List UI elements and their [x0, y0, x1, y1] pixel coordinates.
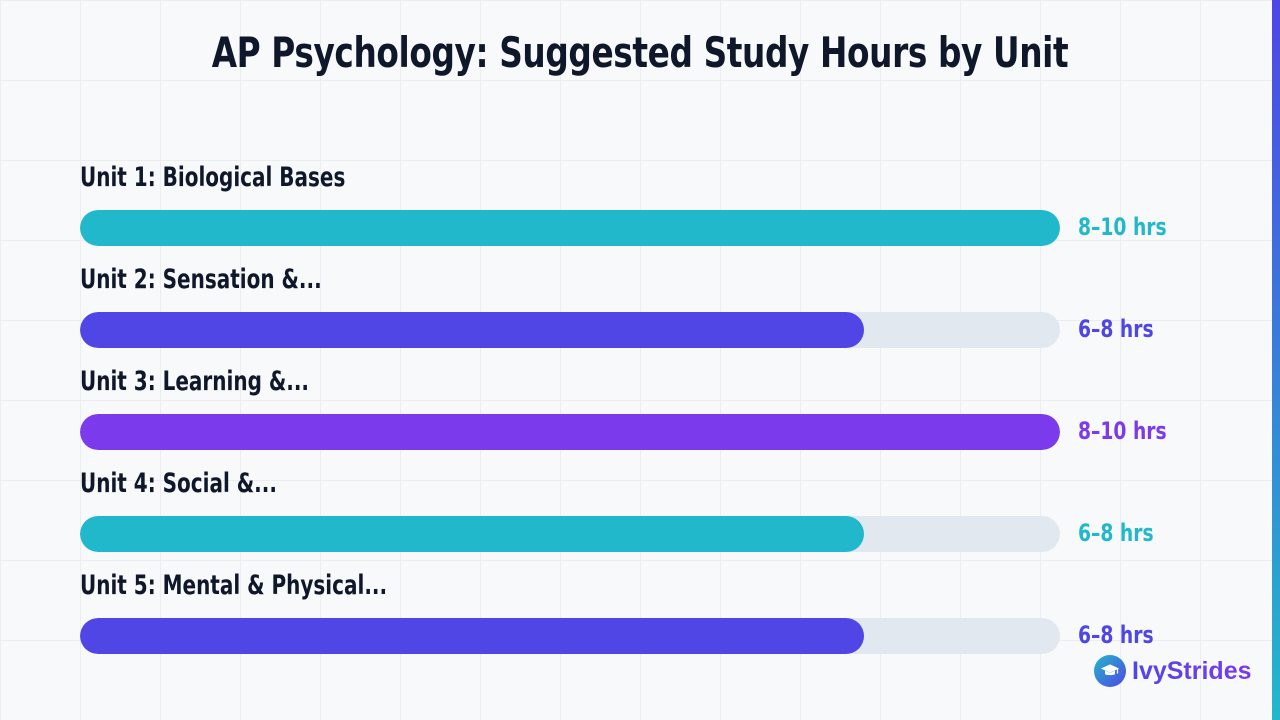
- unit-label: Unit 3: Learning &...: [80, 366, 310, 397]
- bar-track: [80, 312, 1060, 348]
- bar-track: [80, 618, 1060, 654]
- graduation-cap-icon: [1094, 655, 1126, 687]
- unit-label: Unit 5: Mental & Physical...: [80, 570, 388, 601]
- chart-title: AP Psychology: Suggested Study Hours by …: [211, 28, 1069, 77]
- bar-track: [80, 516, 1060, 552]
- bar-value-label: 8–10 hrs: [1078, 417, 1167, 445]
- bar-value-label: 8–10 hrs: [1078, 213, 1167, 241]
- bar-value-label: 6–8 hrs: [1078, 519, 1154, 547]
- brand-name: IvyStrides: [1132, 656, 1252, 685]
- bar-fill: [80, 618, 864, 654]
- brand-logo: IvyStrides: [1094, 655, 1252, 687]
- bar-track: [80, 414, 1060, 450]
- unit-label: Unit 2: Sensation &...: [80, 264, 322, 295]
- bar-track: [80, 210, 1060, 246]
- bar-fill: [80, 516, 864, 552]
- unit-label: Unit 1: Biological Bases: [80, 162, 346, 193]
- bar-value-label: 6–8 hrs: [1078, 621, 1154, 649]
- bar-fill: [80, 312, 864, 348]
- bar-value-label: 6–8 hrs: [1078, 315, 1154, 343]
- unit-label: Unit 4: Social &...: [80, 468, 277, 499]
- bar-fill: [80, 210, 1060, 246]
- bar-fill: [80, 414, 1060, 450]
- accent-strip: [1272, 0, 1280, 720]
